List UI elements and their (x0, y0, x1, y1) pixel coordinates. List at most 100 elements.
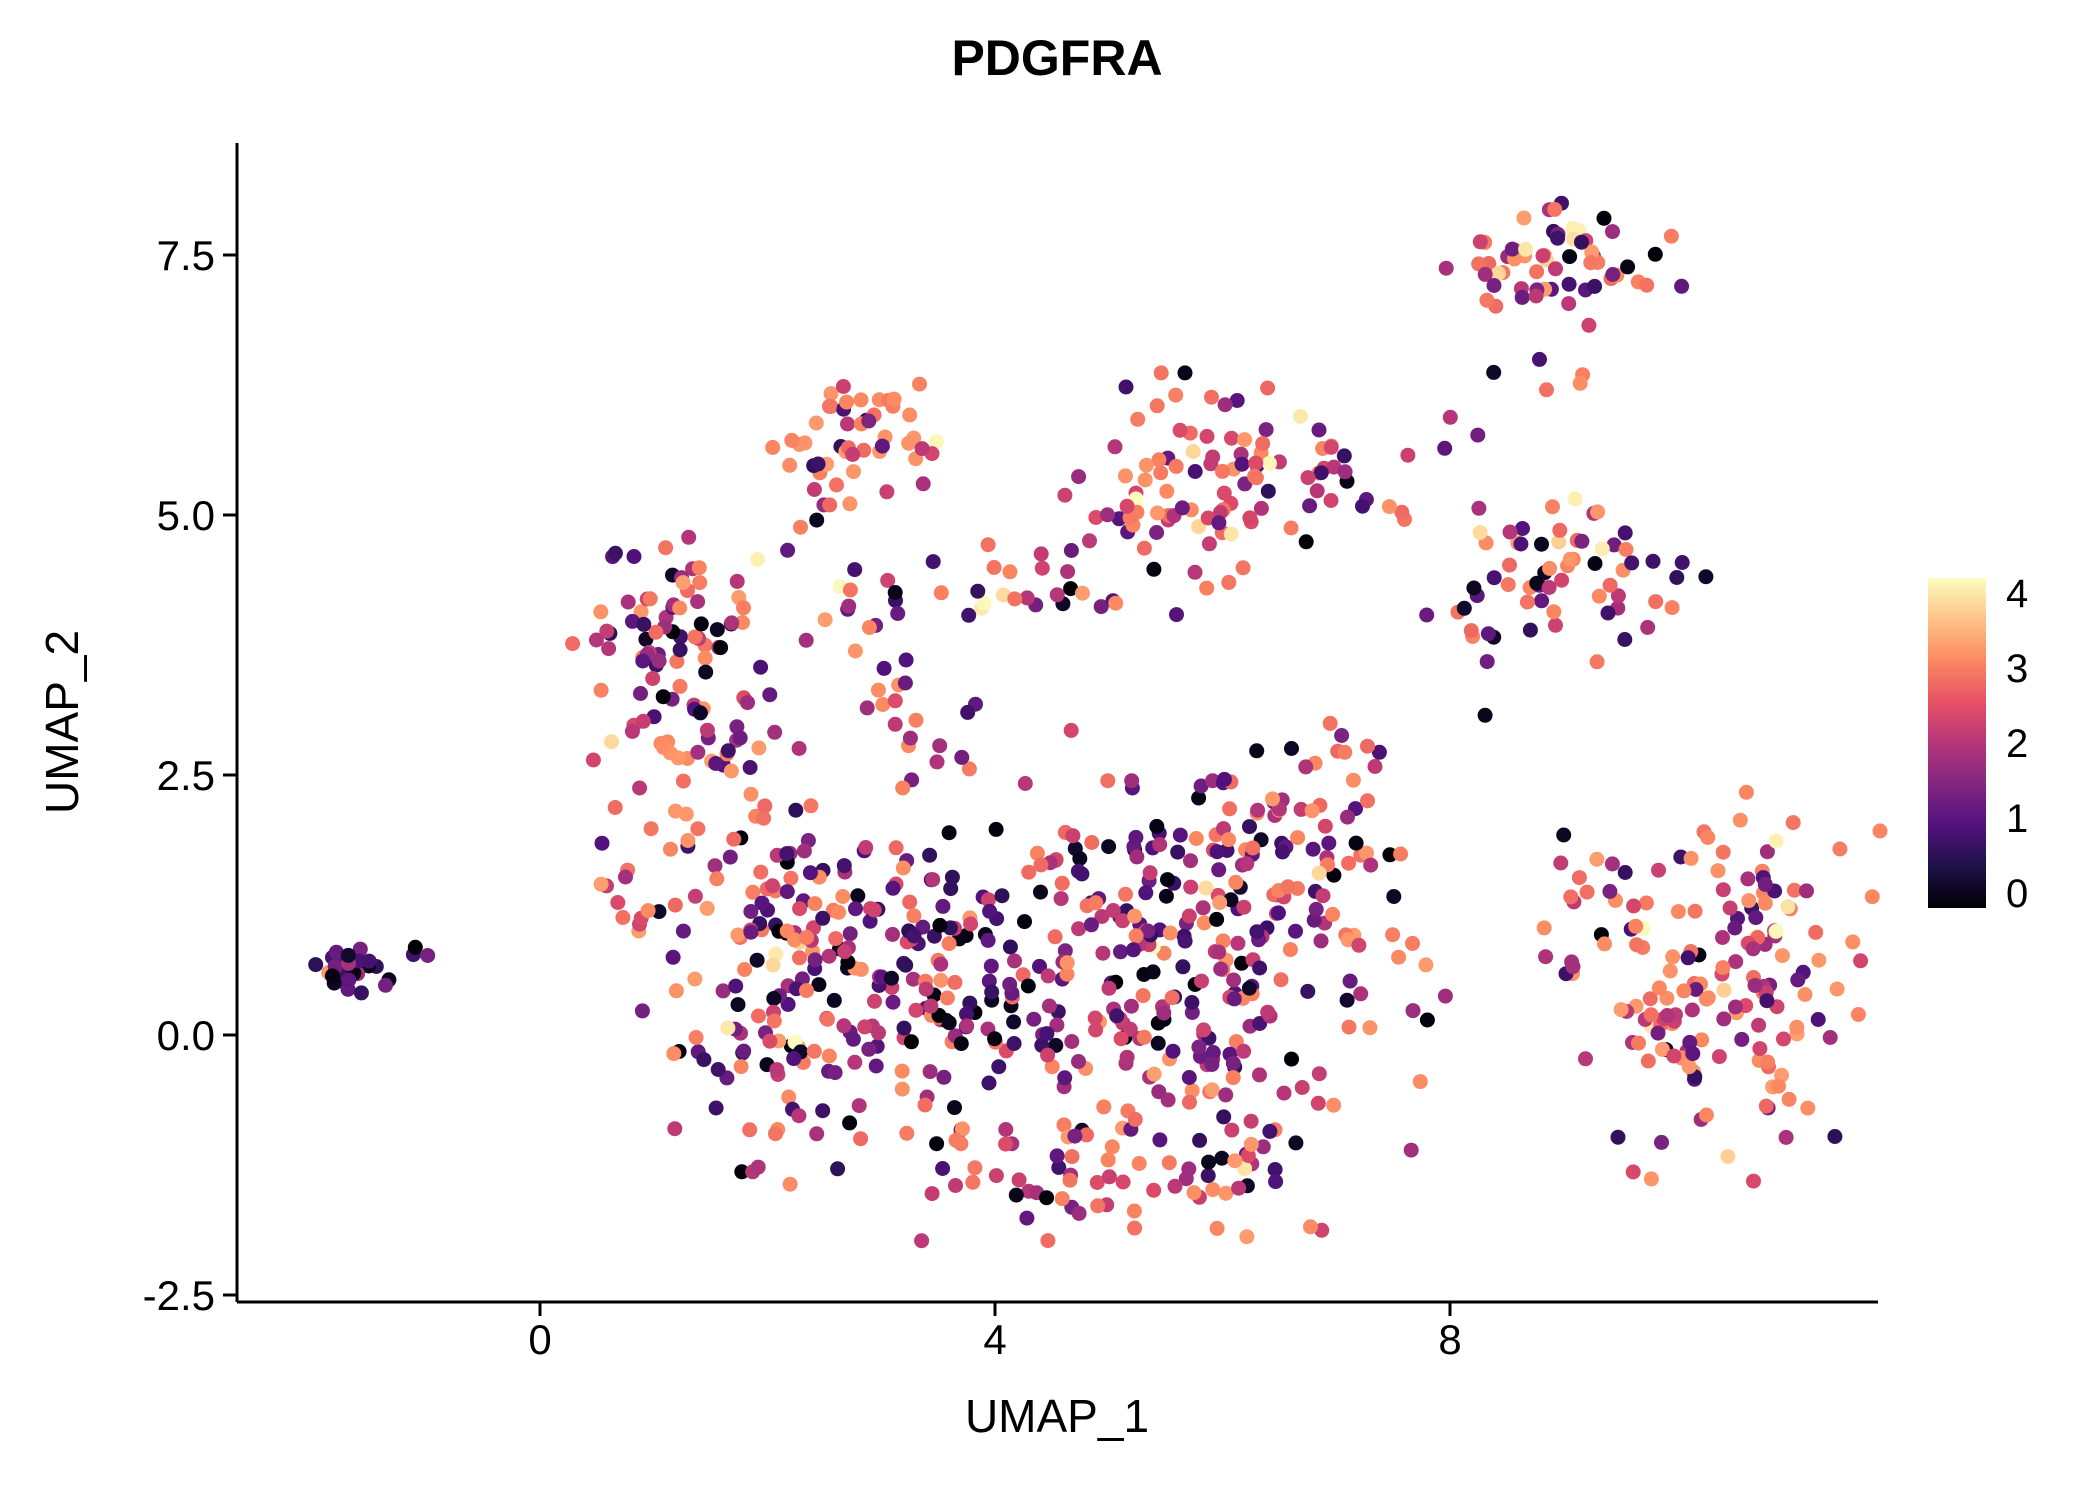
data-point (751, 740, 767, 756)
data-point (1288, 923, 1303, 939)
data-point (1643, 1171, 1659, 1187)
data-point (1367, 759, 1383, 774)
data-point (1049, 1148, 1065, 1164)
data-point (675, 923, 691, 939)
data-point (1149, 818, 1165, 834)
ticks-layer: 0 4 8 -2.5 0.0 2.5 5.0 7.5 (143, 232, 1462, 1363)
data-point (750, 551, 765, 567)
data-point (792, 950, 807, 966)
data-point (1437, 988, 1453, 1004)
data-point (1648, 594, 1664, 610)
data-point (693, 616, 709, 632)
data-point (1186, 1185, 1202, 1201)
data-point (1477, 707, 1493, 723)
data-point (669, 654, 685, 669)
data-point (736, 1043, 752, 1059)
data-point (1184, 995, 1200, 1010)
data-point (1631, 1035, 1646, 1051)
data-point (607, 800, 623, 815)
data-point (1313, 933, 1329, 949)
data-point (1532, 351, 1547, 367)
data-point (1681, 1059, 1697, 1075)
data-point (708, 756, 724, 771)
data-point (1418, 957, 1434, 973)
data-point (1574, 234, 1589, 250)
data-point (851, 1098, 867, 1114)
data-point (1104, 1139, 1120, 1155)
data-point (1741, 893, 1757, 909)
data-point (1152, 1132, 1168, 1148)
data-point (1044, 1059, 1060, 1075)
data-point (842, 496, 858, 512)
data-point (1683, 850, 1699, 866)
data-point (917, 1097, 933, 1113)
data-point (922, 847, 938, 863)
data-point (1214, 1150, 1230, 1166)
data-point (1211, 515, 1227, 531)
data-point (780, 542, 796, 558)
data-point (1223, 526, 1239, 542)
data-point (648, 624, 664, 640)
data-point (1853, 953, 1869, 969)
data-point (633, 686, 648, 701)
data-point (1034, 560, 1050, 576)
data-point (1040, 1233, 1056, 1249)
data-point (965, 1174, 981, 1190)
data-point (888, 840, 904, 856)
data-point (1100, 1152, 1116, 1168)
data-point (831, 904, 847, 920)
data-point (987, 1031, 1003, 1047)
data-point (1054, 1191, 1070, 1207)
data-point (821, 1048, 837, 1064)
data-point (753, 659, 769, 675)
data-point (1663, 228, 1679, 244)
data-point (1519, 594, 1535, 610)
data-point (983, 958, 999, 974)
data-point (565, 636, 581, 652)
data-point (765, 957, 781, 973)
data-point (720, 1020, 736, 1036)
data-point (745, 884, 761, 900)
data-point (1280, 879, 1296, 895)
data-point (1127, 1220, 1143, 1236)
data-point (1284, 741, 1299, 756)
data-point (585, 752, 601, 768)
data-point (1101, 839, 1117, 855)
data-point (769, 1062, 785, 1078)
data-point (1253, 500, 1269, 516)
data-point (1829, 981, 1845, 997)
data-point (765, 878, 780, 894)
data-point (1774, 948, 1790, 964)
data-point (1170, 844, 1186, 860)
data-point (1275, 844, 1290, 860)
data-point (1541, 580, 1557, 595)
data-point (903, 1034, 919, 1050)
data-point (665, 949, 681, 965)
data-point (1249, 743, 1265, 759)
data-point (1072, 851, 1088, 866)
data-point (1583, 255, 1599, 271)
data-point (736, 600, 751, 616)
data-point (1629, 937, 1645, 953)
data-point (1553, 855, 1569, 871)
data-point (751, 1008, 766, 1024)
data-point (743, 904, 759, 919)
data-point (1239, 856, 1255, 872)
data-point (1759, 844, 1775, 860)
data-point (1810, 1012, 1826, 1027)
data-point (1127, 908, 1143, 924)
data-point (1182, 1094, 1197, 1110)
data-point (1074, 866, 1090, 882)
data-point (1323, 439, 1339, 455)
data-point (1071, 921, 1087, 937)
data-point (1200, 1168, 1216, 1184)
data-point (642, 591, 658, 607)
data-point (1760, 1054, 1776, 1070)
data-point (1128, 829, 1144, 845)
data-point (1088, 510, 1104, 525)
data-point (1323, 493, 1339, 508)
data-point (1071, 469, 1087, 485)
data-point (1146, 561, 1162, 577)
data-point (1191, 1039, 1207, 1055)
data-point (908, 1002, 924, 1018)
